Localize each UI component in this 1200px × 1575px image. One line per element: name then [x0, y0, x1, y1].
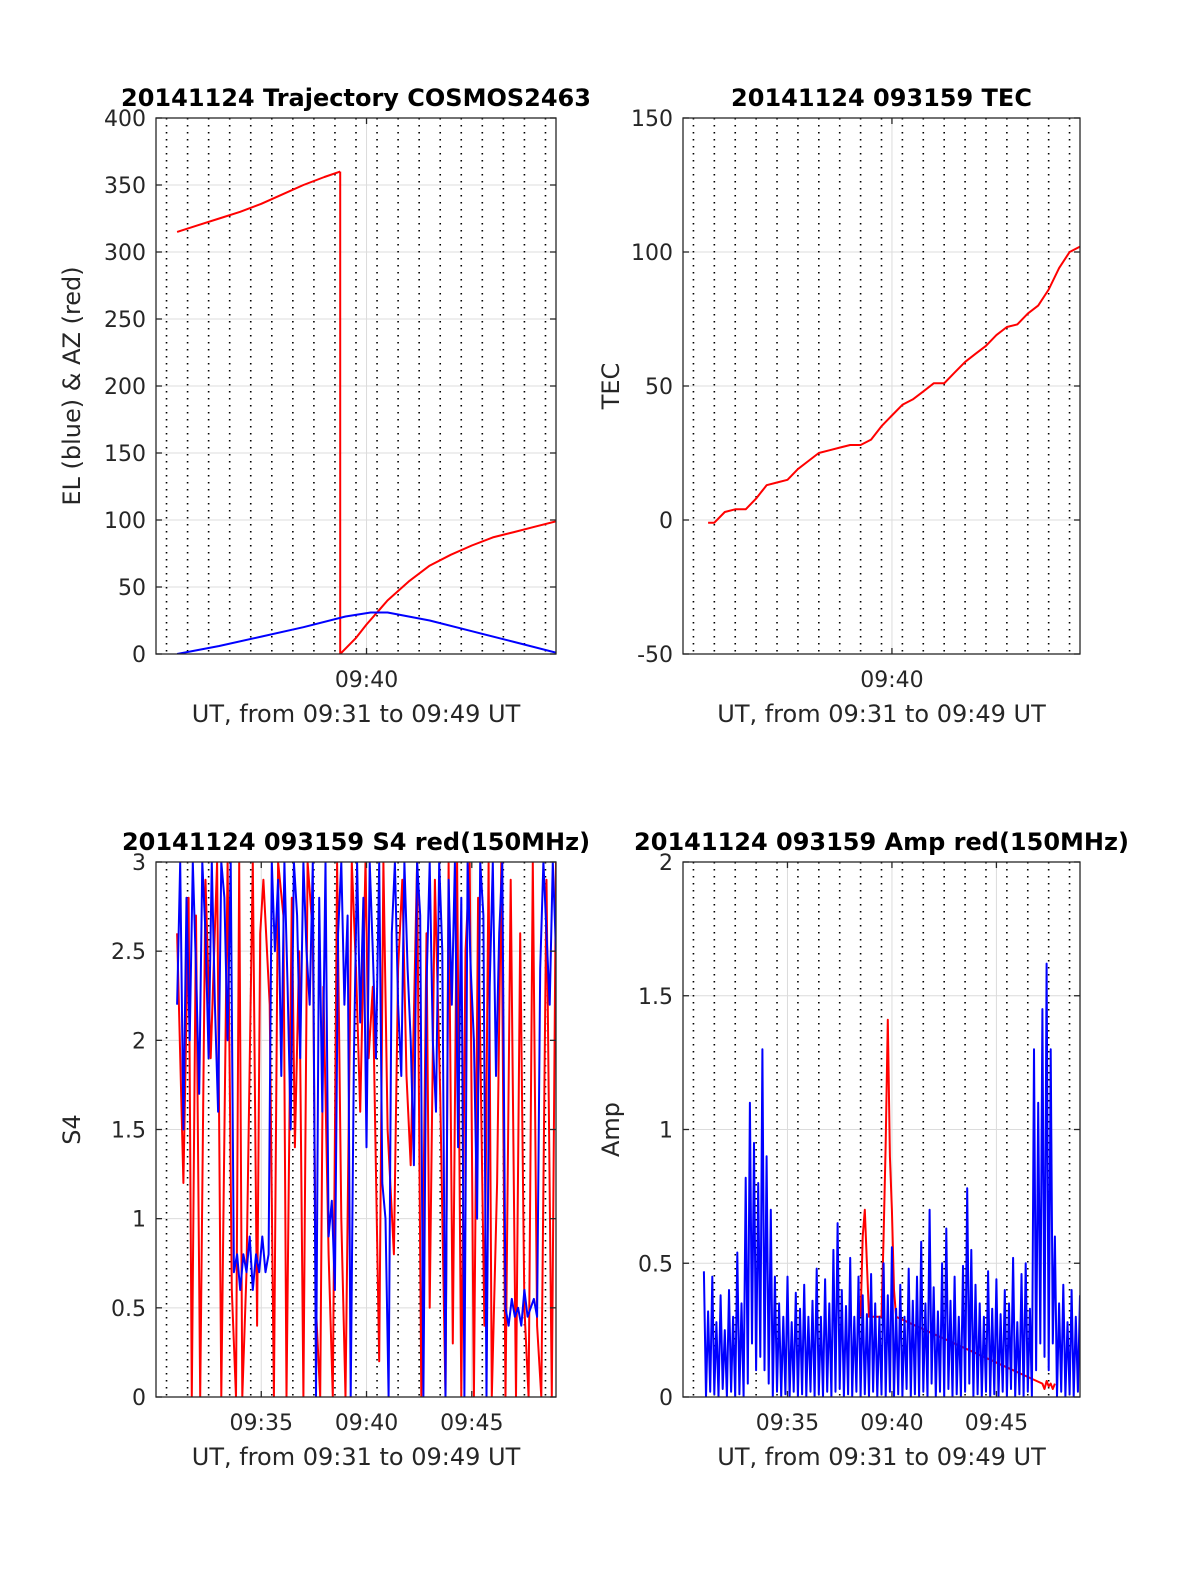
plot-area: [708, 245, 1080, 524]
y-tick-label: 100: [104, 509, 146, 534]
y-tick-label: 300: [104, 241, 146, 266]
series-az-line: [176, 170, 341, 233]
y-tick-label: 1.5: [638, 985, 673, 1010]
panel-trajectory: 0 50 100 150 200 250 300 350 400 09:40 20141124 Tr…: [58, 84, 591, 728]
y-axis-label: EL (blue) & AZ (red): [58, 266, 86, 505]
y-tick-label: 2: [132, 1029, 146, 1054]
y-tick-label: 3: [132, 851, 146, 876]
x-axis-label: UT, from 09:31 to 09:49 UT: [192, 700, 521, 728]
y-tick-label: 2.5: [111, 940, 146, 965]
x-tick-label: 09:40: [860, 668, 923, 693]
x-tick-label: 09:40: [335, 668, 398, 693]
panel-amp: 0 0.5 1 1.5 2 09:35 09:40 09:45 20141124 093159 …: [597, 828, 1129, 1471]
y-tick-label: 150: [631, 107, 673, 132]
x-tick-label: 09:45: [440, 1411, 503, 1436]
y-tick-label: 1: [132, 1208, 146, 1233]
y-tick-label: 350: [104, 174, 146, 199]
y-tick-label: 0.5: [111, 1297, 146, 1322]
panel-s4: 0 0.5 1 1.5 2 2.5 3 09:35 09:40 09:45 20141124 093…: [58, 828, 590, 1471]
y-tick-label: 100: [631, 241, 673, 266]
series-red-line: [859, 1018, 1056, 1390]
series-el-line: [176, 611, 556, 654]
chart-title: 20141124 093159 S4 red(150MHz): [122, 828, 590, 856]
y-tick-label: 200: [104, 375, 146, 400]
series-tec-line: [708, 245, 1080, 524]
plot-area: [176, 170, 556, 654]
y-tick-label: 400: [104, 107, 146, 132]
series-blue-line: [176, 862, 556, 1397]
y-tick-label: 0.5: [638, 1252, 673, 1277]
y-axis-label: Amp: [597, 1102, 625, 1157]
x-tick-label: 09:45: [965, 1411, 1028, 1436]
y-tick-label: 50: [118, 576, 146, 601]
y-axis-label: TEC: [597, 363, 625, 411]
y-tick-label: 1: [659, 1119, 673, 1144]
chart-title: 20141124 093159 TEC: [731, 84, 1032, 112]
x-axis-label: UT, from 09:31 to 09:49 UT: [717, 700, 1046, 728]
plot-area: [702, 962, 1080, 1397]
series-az-line: [339, 520, 556, 654]
x-tick-label: 09:35: [230, 1411, 293, 1436]
x-tick-label: 09:40: [335, 1411, 398, 1436]
y-tick-label: 0: [659, 1386, 673, 1411]
y-tick-label: 0: [132, 1386, 146, 1411]
plot-area: [176, 862, 556, 1397]
x-tick-label: 09:35: [756, 1411, 819, 1436]
x-tick-label: 09:40: [860, 1411, 923, 1436]
y-tick-label: 1.5: [111, 1119, 146, 1144]
y-tick-label: 2: [659, 851, 673, 876]
y-tick-label: 50: [645, 375, 673, 400]
y-tick-label: 0: [132, 643, 146, 668]
y-tick-label: -50: [637, 643, 673, 668]
y-tick-label: 150: [104, 442, 146, 467]
chart-title: 20141124 093159 Amp red(150MHz): [634, 828, 1129, 856]
x-axis-label: UT, from 09:31 to 09:49 UT: [717, 1443, 1046, 1471]
y-axis-label: S4: [58, 1114, 86, 1145]
y-tick-label: 250: [104, 308, 146, 333]
chart-title: 20141124 Trajectory COSMOS2463: [121, 84, 591, 112]
y-tick-label: 0: [659, 509, 673, 534]
panel-tec: -50 0 50 100 150 09:40 20141124 093159 TEC UT, …: [597, 84, 1081, 728]
series-blue-line: [702, 962, 1080, 1397]
x-axis-label: UT, from 09:31 to 09:49 UT: [192, 1443, 521, 1471]
